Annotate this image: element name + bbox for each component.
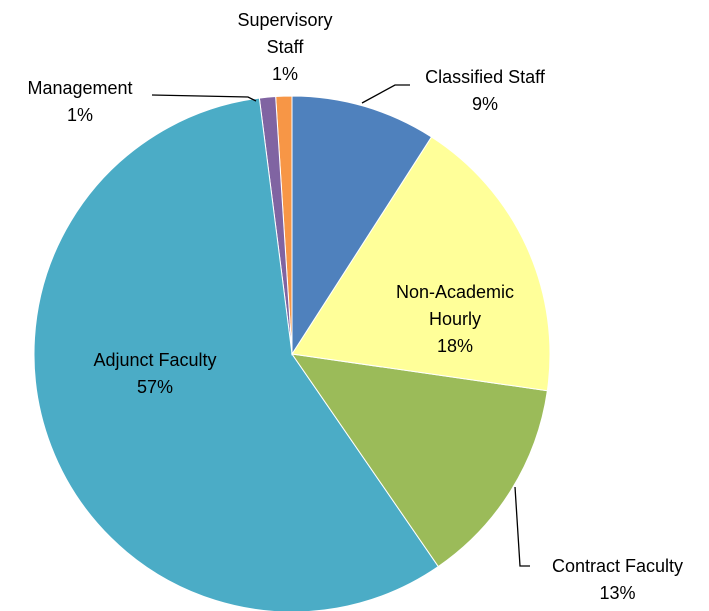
data-label: Supervisory Staff 1% <box>215 7 355 88</box>
data-label: Adjunct Faculty 57% <box>45 347 265 401</box>
data-label: Non-Academic Hourly 18% <box>370 279 540 360</box>
value-label: 1% <box>66 105 93 125</box>
value-label: 1% <box>271 64 298 84</box>
pie-slice <box>291 136 551 392</box>
leader-line <box>151 94 257 102</box>
pie-slice <box>290 353 548 568</box>
category-label: Supervisory Staff <box>237 10 333 57</box>
value-label: 13% <box>599 583 636 603</box>
leader-line <box>361 84 410 104</box>
value-label: 57% <box>136 377 174 397</box>
data-label: Management 1% <box>5 75 155 129</box>
leader-line <box>514 486 530 567</box>
value-label: 18% <box>436 336 474 356</box>
category-label: Classified Staff <box>425 67 545 87</box>
category-label: Non-Academic Hourly <box>395 282 515 329</box>
pie-slice <box>291 95 433 356</box>
category-label: Adjunct Faculty <box>93 350 217 370</box>
pie-slice <box>33 97 439 611</box>
data-label: Contract Faculty 13% <box>525 553 709 607</box>
value-label: 9% <box>471 94 498 114</box>
category-label: Management <box>27 78 133 98</box>
category-label: Contract Faculty <box>551 556 684 576</box>
data-label: Classified Staff 9% <box>405 64 565 118</box>
